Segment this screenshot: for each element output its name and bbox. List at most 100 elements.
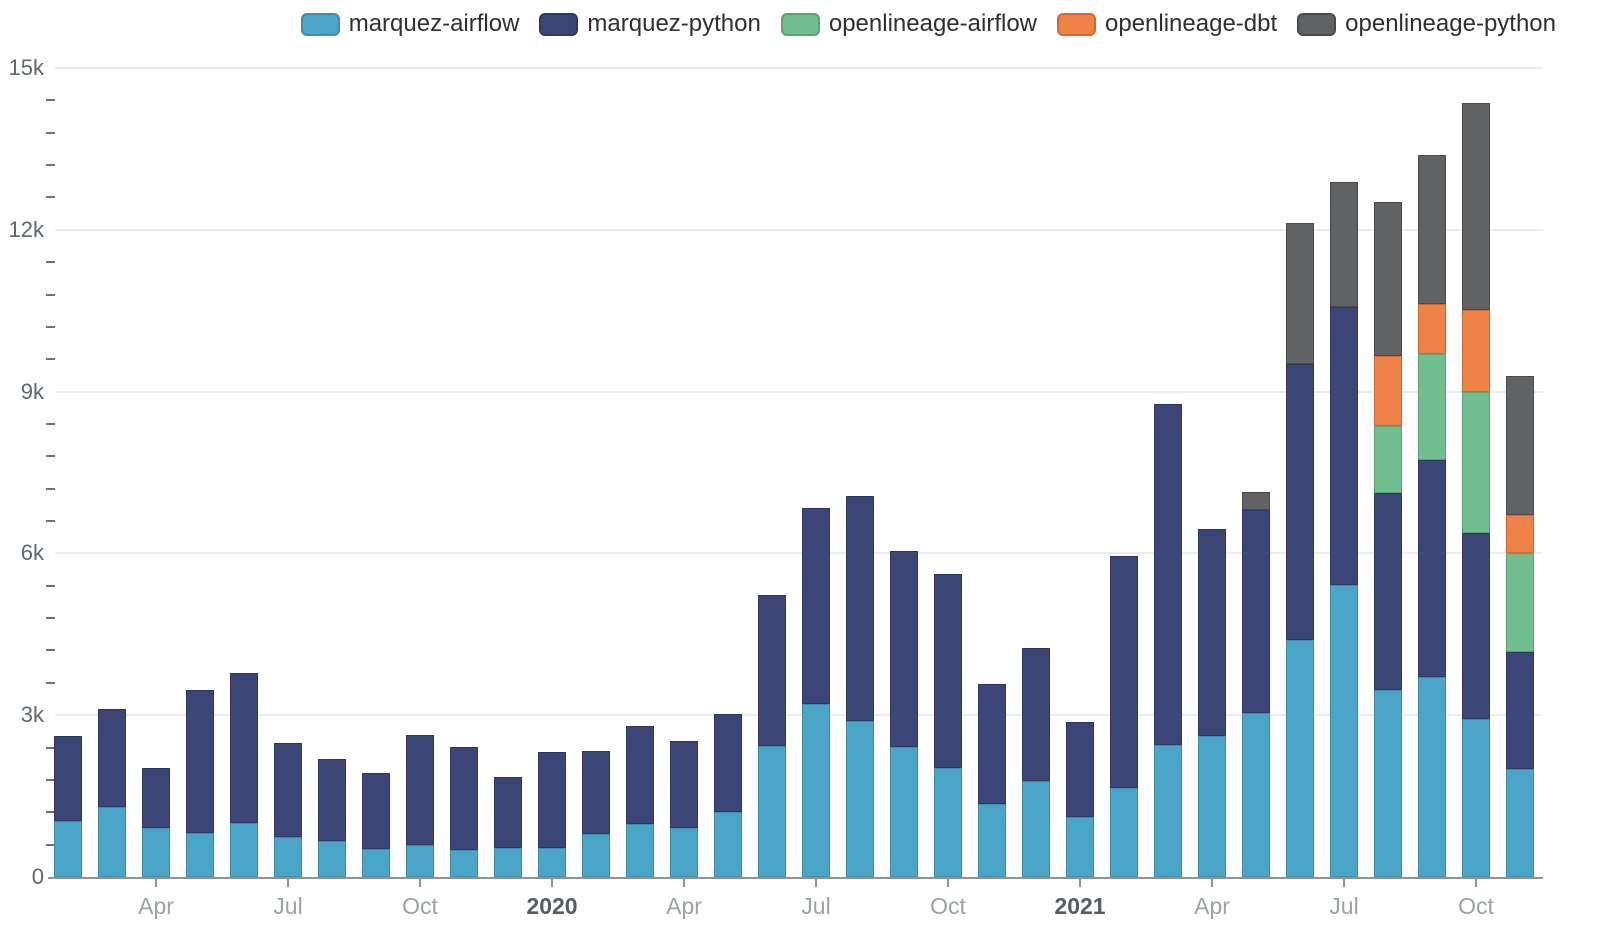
y-minor-tick — [46, 261, 55, 263]
bar-segment-marquez-airflow[interactable] — [186, 832, 214, 877]
bar-segment-marquez-airflow[interactable] — [1418, 677, 1446, 877]
bar-segment-openlineage-python[interactable] — [1462, 103, 1490, 310]
bar-segment-marquez-airflow[interactable] — [318, 841, 346, 877]
bar-segment-marquez-airflow[interactable] — [846, 720, 874, 877]
bar-segment-openlineage-dbt[interactable] — [1506, 514, 1534, 553]
bar-segment-openlineage-airflow[interactable] — [1374, 425, 1402, 493]
bar-segment-marquez-python[interactable] — [1242, 510, 1270, 714]
bar-segment-marquez-python[interactable] — [1462, 532, 1490, 720]
bar-segment-marquez-python[interactable] — [98, 709, 126, 808]
bar-segment-marquez-airflow[interactable] — [406, 845, 434, 877]
legend-swatch-icon — [780, 12, 820, 36]
bar-segment-marquez-python[interactable] — [450, 746, 478, 851]
bar-segment-marquez-airflow[interactable] — [758, 746, 786, 877]
bar-segment-marquez-airflow[interactable] — [1286, 639, 1314, 877]
bar-segment-marquez-python[interactable] — [1198, 529, 1226, 736]
bar-segment-marquez-python[interactable] — [758, 595, 786, 747]
bar-segment-marquez-airflow[interactable] — [1462, 719, 1490, 877]
legend-item-openlineage-python[interactable]: openlineage-python — [1297, 10, 1556, 38]
bar-segment-openlineage-dbt[interactable] — [1418, 303, 1446, 355]
bar-segment-marquez-python[interactable] — [362, 772, 390, 849]
legend-item-marquez-python[interactable]: marquez-python — [539, 10, 761, 38]
bar-segment-marquez-airflow[interactable] — [1374, 689, 1402, 877]
bar-segment-marquez-airflow[interactable] — [1242, 713, 1270, 877]
bar-segment-marquez-airflow[interactable] — [142, 828, 170, 877]
bar-segment-marquez-airflow[interactable] — [494, 848, 522, 877]
bar-segment-marquez-python[interactable] — [934, 573, 962, 768]
bar-segment-marquez-python[interactable] — [1330, 307, 1358, 586]
bar-segment-marquez-airflow[interactable] — [934, 767, 962, 877]
bar-segment-marquez-airflow[interactable] — [1066, 816, 1094, 877]
bar-segment-marquez-python[interactable] — [54, 736, 82, 822]
bar-segment-marquez-airflow[interactable] — [582, 833, 610, 877]
x-axis-tick — [419, 879, 421, 887]
bar-segment-openlineage-dbt[interactable] — [1374, 355, 1402, 426]
bar-segment-marquez-python[interactable] — [1418, 460, 1446, 678]
bar-segment-marquez-python[interactable] — [978, 684, 1006, 805]
bar-segment-marquez-python[interactable] — [670, 741, 698, 829]
x-axis-line — [48, 877, 1543, 879]
y-minor-tick — [46, 617, 55, 619]
legend-item-openlineage-airflow[interactable]: openlineage-airflow — [780, 10, 1037, 38]
bar-segment-marquez-python[interactable] — [230, 672, 258, 824]
bar-segment-openlineage-airflow[interactable] — [1418, 354, 1446, 461]
bar-segment-marquez-python[interactable] — [318, 758, 346, 842]
bar-segment-openlineage-python[interactable] — [1242, 491, 1270, 511]
bar-segment-marquez-airflow[interactable] — [538, 847, 566, 877]
bar-segment-marquez-python[interactable] — [538, 752, 566, 848]
bar-segment-marquez-airflow[interactable] — [362, 848, 390, 877]
bar-segment-openlineage-python[interactable] — [1374, 202, 1402, 356]
legend-item-openlineage-dbt[interactable]: openlineage-dbt — [1057, 10, 1277, 38]
bar-segment-openlineage-python[interactable] — [1506, 375, 1534, 515]
chart-legend: marquez-airflow marquez-python openlineage… — [300, 10, 1556, 38]
bar-segment-marquez-python[interactable] — [714, 714, 742, 813]
bar-segment-marquez-python[interactable] — [186, 689, 214, 833]
bar-segment-marquez-airflow[interactable] — [1110, 788, 1138, 877]
bar-segment-marquez-airflow[interactable] — [1154, 744, 1182, 877]
bar-segment-marquez-airflow[interactable] — [714, 812, 742, 877]
bar-segment-marquez-python[interactable] — [1022, 647, 1050, 781]
x-axis-month-label: Oct — [930, 893, 966, 919]
bar-segment-openlineage-dbt[interactable] — [1462, 309, 1490, 392]
bar-segment-marquez-airflow[interactable] — [626, 824, 654, 877]
bar-segment-marquez-airflow[interactable] — [274, 837, 302, 877]
x-axis-year-label: 2020 — [526, 893, 578, 919]
bar-segment-marquez-python[interactable] — [802, 507, 830, 704]
bar-segment-marquez-python[interactable] — [626, 725, 654, 825]
bar-segment-openlineage-python[interactable] — [1418, 154, 1446, 304]
bar-segment-marquez-python[interactable] — [1506, 651, 1534, 770]
bar-segment-marquez-airflow[interactable] — [98, 807, 126, 877]
bar-segment-marquez-airflow[interactable] — [1198, 735, 1226, 877]
legend-item-marquez-airflow[interactable]: marquez-airflow — [300, 10, 519, 38]
bar-segment-marquez-airflow[interactable] — [54, 821, 82, 877]
bar-segment-marquez-airflow[interactable] — [230, 823, 258, 877]
bar-segment-marquez-airflow[interactable] — [802, 703, 830, 877]
bar-segment-marquez-python[interactable] — [1154, 404, 1182, 745]
bar-segment-openlineage-airflow[interactable] — [1506, 552, 1534, 652]
bar-segment-marquez-airflow[interactable] — [450, 850, 478, 877]
bar-segment-openlineage-airflow[interactable] — [1462, 391, 1490, 533]
y-minor-tick — [46, 520, 55, 522]
bar-segment-marquez-airflow[interactable] — [1330, 585, 1358, 877]
bar-segment-marquez-python[interactable] — [142, 768, 170, 829]
bar-segment-marquez-python[interactable] — [846, 496, 874, 721]
bar-segment-marquez-python[interactable] — [1066, 722, 1094, 817]
bar-segment-openlineage-python[interactable] — [1330, 182, 1358, 308]
bar-segment-marquez-python[interactable] — [274, 742, 302, 838]
bar-segment-marquez-python[interactable] — [1374, 492, 1402, 690]
bar-segment-marquez-python[interactable] — [890, 550, 918, 748]
bar-segment-marquez-airflow[interactable] — [890, 747, 918, 877]
bar-segment-openlineage-python[interactable] — [1286, 223, 1314, 364]
bar-segment-marquez-python[interactable] — [494, 777, 522, 849]
bar-segment-marquez-airflow[interactable] — [978, 804, 1006, 877]
y-gridline — [55, 229, 1543, 231]
bar-segment-marquez-python[interactable] — [1110, 555, 1138, 788]
x-axis-month-label: Oct — [1458, 893, 1494, 919]
bar-segment-marquez-python[interactable] — [406, 735, 434, 846]
bar-segment-marquez-python[interactable] — [582, 751, 610, 834]
bar-segment-marquez-airflow[interactable] — [670, 828, 698, 877]
bar-segment-marquez-airflow[interactable] — [1022, 780, 1050, 877]
y-minor-tick — [46, 779, 55, 781]
bar-segment-marquez-python[interactable] — [1286, 363, 1314, 640]
bar-segment-marquez-airflow[interactable] — [1506, 769, 1534, 877]
